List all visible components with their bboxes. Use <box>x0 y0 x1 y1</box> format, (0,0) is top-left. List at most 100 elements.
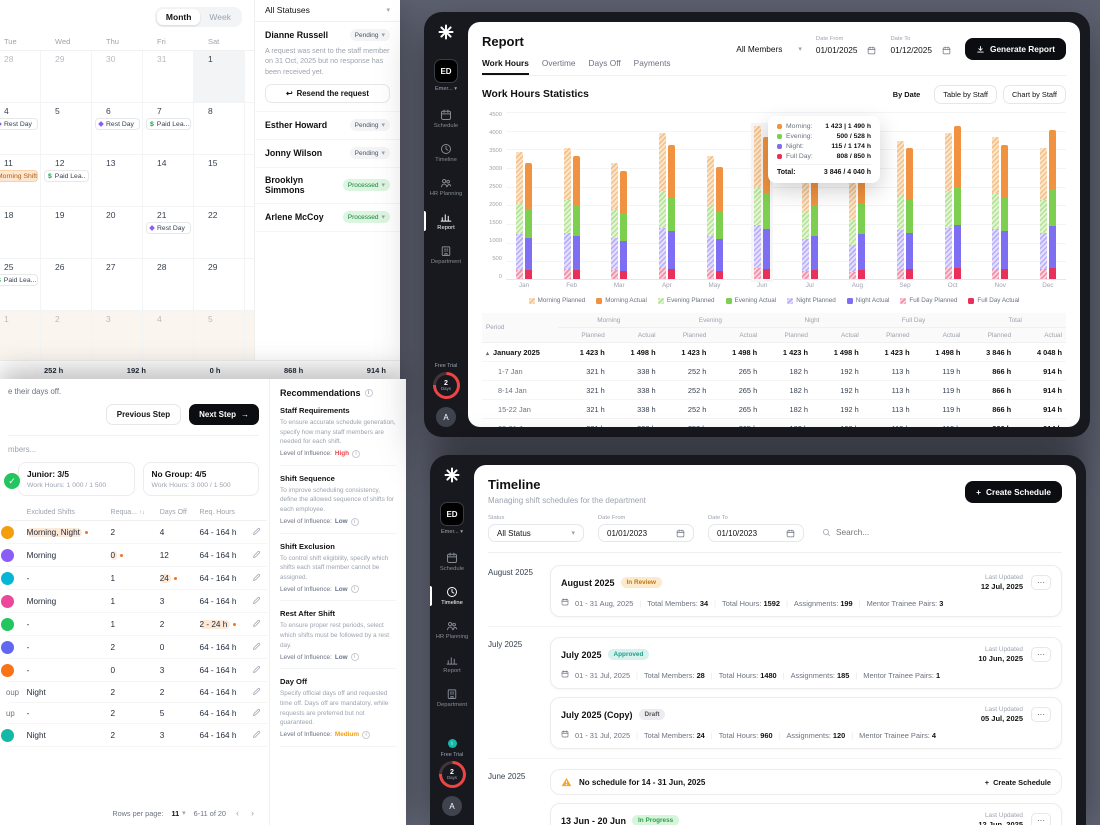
status-badge[interactable]: Pending ▾ <box>349 119 390 132</box>
planned-bar[interactable] <box>563 148 571 279</box>
view-button-chart-by-staff[interactable]: Chart by Staff <box>1002 85 1066 104</box>
column-header[interactable]: Requa... ↑↓ <box>108 505 158 521</box>
tab-days-off[interactable]: Days Off <box>589 58 621 75</box>
shift-badge[interactable]: $ Paid Lea.. <box>44 170 89 182</box>
edit-row-button[interactable] <box>249 589 267 613</box>
calendar-day-cell[interactable]: 18 <box>0 207 41 258</box>
calendar-day-cell[interactable]: 4 Rest Day <box>0 103 41 154</box>
status-badge[interactable]: Pending ▾ <box>349 29 390 41</box>
column-header[interactable]: Excluded Shifts <box>24 505 109 521</box>
calendar-day-cell[interactable]: 25 $Paid Lea... <box>0 259 41 310</box>
planned-bar[interactable] <box>658 133 666 279</box>
edit-row-button[interactable] <box>249 635 267 659</box>
card-menu-button[interactable]: ··· <box>1031 647 1051 662</box>
info-icon[interactable]: i <box>350 585 359 594</box>
status-badge[interactable]: Processed ▾ <box>342 179 390 192</box>
tab-payments[interactable]: Payments <box>634 58 671 75</box>
edit-row-button[interactable] <box>249 658 267 682</box>
calendar-day-cell[interactable]: 5 <box>41 103 92 154</box>
column-header[interactable]: Req. Hours <box>197 505 250 521</box>
shift-badge[interactable]: $Paid Lea... <box>0 274 38 286</box>
shift-badge[interactable]: Rest Day <box>146 222 191 234</box>
card-menu-button[interactable]: ··· <box>1031 707 1051 722</box>
week-toggle-button[interactable]: Week <box>200 9 240 25</box>
actual-bar[interactable] <box>572 155 580 279</box>
actual-bar[interactable] <box>1001 144 1009 279</box>
shift-badge[interactable]: $Paid Lea... <box>146 118 191 130</box>
actual-bar[interactable] <box>667 144 675 279</box>
info-icon[interactable]: i <box>447 739 457 748</box>
calendar-day-cell[interactable]: 5 <box>194 311 245 360</box>
calendar-day-cell[interactable]: 7 $ Paid Lea... <box>143 103 194 154</box>
calendar-day-cell[interactable]: 2 <box>41 311 92 360</box>
calendar-day-cell[interactable]: 15 <box>194 155 245 206</box>
card-menu-button[interactable]: ··· <box>1031 575 1051 590</box>
rows-per-page-select[interactable]: 11 ▾ <box>171 808 186 818</box>
calendar-day-cell[interactable]: 28 <box>0 51 41 102</box>
actual-bar[interactable] <box>906 148 913 279</box>
card-menu-button[interactable]: ··· <box>1031 813 1051 825</box>
planned-bar[interactable] <box>849 181 857 279</box>
calendar-day-cell[interactable]: 29 <box>41 51 92 102</box>
info-icon[interactable]: i <box>364 389 373 397</box>
user-avatar[interactable]: A <box>442 796 462 816</box>
calendar-day-cell[interactable]: 13 <box>92 155 143 206</box>
calendar-day-cell[interactable]: 19 <box>41 207 92 258</box>
sidebar-item-report[interactable]: Report <box>424 206 468 236</box>
calendar-day-cell[interactable]: 6 Rest Day <box>92 103 143 154</box>
planned-bar[interactable] <box>992 137 1000 279</box>
calendar-day-cell[interactable]: 28 <box>143 259 194 310</box>
info-icon[interactable]: i <box>350 653 359 662</box>
search-box[interactable] <box>822 527 906 542</box>
planned-bar[interactable] <box>754 125 762 279</box>
date-to-input[interactable]: 01/12/2025 <box>890 45 951 55</box>
resend-request-button[interactable]: ↩ Resend the request <box>265 84 390 104</box>
calendar-day-cell[interactable]: 21 Rest Day <box>143 207 194 258</box>
planned-bar[interactable] <box>611 163 619 279</box>
shift-badge[interactable]: Rest Day <box>0 118 38 130</box>
sidebar-item-timeline[interactable]: Timeline <box>424 138 468 168</box>
calendar-day-cell[interactable]: 4 <box>143 311 194 360</box>
calendar-day-cell[interactable]: 14 <box>143 155 194 206</box>
sidebar-item-report[interactable]: Report <box>430 649 474 679</box>
sidebar-item-schedule[interactable]: Schedule <box>424 104 468 134</box>
search-input[interactable] <box>836 527 906 537</box>
view-button-by-date[interactable]: By Date <box>884 86 929 103</box>
view-button-table-by-staff[interactable]: Table by Staff <box>934 85 997 104</box>
members-filter-select[interactable]: All Members ▾ <box>736 44 802 54</box>
next-page-button[interactable]: › <box>249 808 256 818</box>
actual-bar[interactable] <box>953 125 961 279</box>
date-from-input[interactable]: 01/01/2025 <box>816 45 877 55</box>
edit-row-button[interactable] <box>249 566 267 590</box>
shift-badge[interactable]: Rest Day <box>95 118 140 130</box>
edit-row-button[interactable] <box>249 520 267 544</box>
actual-bar[interactable] <box>763 137 771 279</box>
calendar-day-cell[interactable]: 8 <box>194 103 245 154</box>
column-header[interactable]: Days Off <box>157 505 198 521</box>
calendar-day-cell[interactable]: 26 <box>41 259 92 310</box>
sidebar-item-timeline[interactable]: Timeline <box>430 581 474 611</box>
date-from-input[interactable]: 01/01/2023 <box>598 524 694 542</box>
workspace-avatar[interactable]: ED <box>434 59 458 83</box>
actual-bar[interactable] <box>620 170 628 279</box>
status-badge[interactable]: Pending ▾ <box>349 147 390 160</box>
edit-row-button[interactable] <box>249 612 267 636</box>
calendar-day-cell[interactable]: 29 <box>194 259 245 310</box>
sidebar-item-hr-planning[interactable]: HR Planning <box>424 172 468 202</box>
user-avatar[interactable]: A <box>436 407 456 427</box>
date-to-input[interactable]: 01/10/2023 <box>708 524 804 542</box>
edit-row-button[interactable] <box>249 543 267 567</box>
sidebar-item-schedule[interactable]: Schedule <box>430 547 474 577</box>
collapse-icon[interactable]: ▴ <box>486 350 490 357</box>
sidebar-item-department[interactable]: Department <box>424 240 468 270</box>
previous-page-button[interactable]: ‹ <box>234 808 241 818</box>
calendar-day-cell[interactable]: 31 <box>143 51 194 102</box>
info-icon[interactable]: i <box>362 730 371 739</box>
tab-overtime[interactable]: Overtime <box>542 58 576 75</box>
calendar-day-cell[interactable]: 27 <box>92 259 143 310</box>
edit-row-button[interactable] <box>249 723 267 747</box>
create-schedule-button[interactable]: + Create Schedule <box>965 481 1062 503</box>
status-select[interactable]: All Status ▾ <box>488 524 584 542</box>
sidebar-item-hr-planning[interactable]: HR Planning <box>430 615 474 645</box>
status-filter-select[interactable]: All Statuses ▾ <box>255 0 400 22</box>
